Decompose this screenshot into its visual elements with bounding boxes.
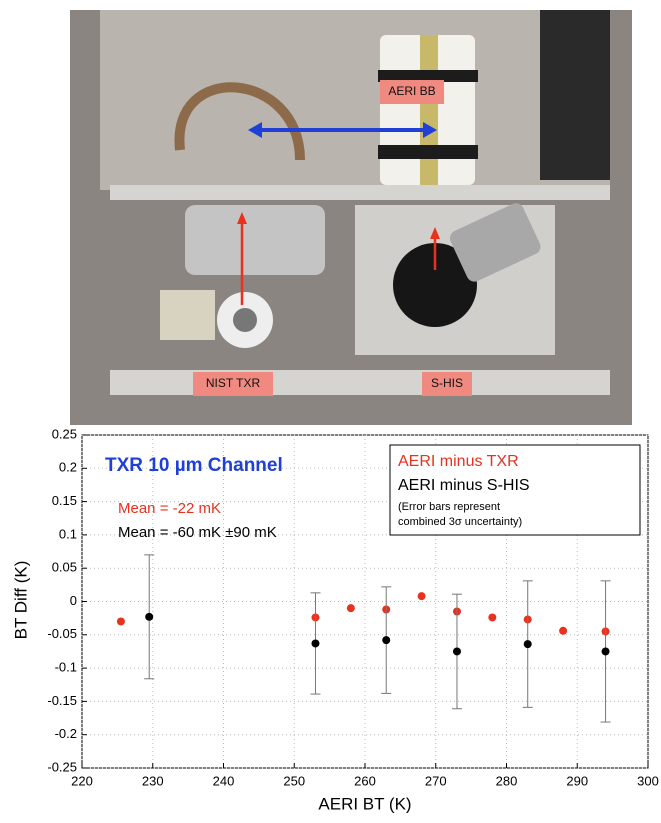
y-tick-label: -0.1	[55, 660, 77, 675]
x-tick-label: 290	[566, 773, 588, 788]
tape	[420, 35, 438, 185]
annotation: Mean = -60 mK ±90 mK	[118, 524, 277, 541]
y-tick-label: 0.05	[52, 560, 77, 575]
label-box	[380, 80, 444, 104]
point	[417, 592, 426, 601]
point	[601, 647, 610, 656]
cables	[540, 10, 610, 180]
x-tick-label: 270	[425, 773, 447, 788]
legend	[389, 444, 641, 536]
frame	[110, 370, 610, 395]
label-box	[422, 372, 472, 396]
arrowhead	[423, 122, 437, 138]
frame	[110, 185, 610, 200]
x-tick-label: 250	[283, 773, 305, 788]
y-tick-label: -0.2	[55, 726, 77, 741]
shis-arm	[449, 203, 541, 282]
txr-housing	[185, 205, 325, 275]
x-tick-label: 280	[496, 773, 518, 788]
annotation: Mean = -22 mK	[118, 500, 221, 517]
y-tick-label: -0.25	[47, 759, 77, 774]
x-tick-label: 260	[354, 773, 376, 788]
y-tick-label: -0.05	[47, 626, 77, 641]
point	[382, 636, 391, 645]
point	[523, 640, 532, 649]
y-axis-label: BT Diff (K)	[11, 561, 30, 640]
point	[452, 647, 461, 656]
x-tick-label: 300	[637, 773, 659, 788]
box	[160, 290, 215, 340]
point	[311, 639, 320, 648]
point	[116, 617, 125, 626]
point	[559, 626, 568, 635]
shis	[393, 243, 477, 327]
x-tick-label: 220	[71, 773, 93, 788]
point	[488, 613, 497, 622]
photo-label: NIST TXR	[206, 376, 261, 390]
y-tick-label: 0.25	[52, 426, 77, 441]
x-axis-label: AERI BT (K)	[318, 794, 411, 813]
arrowhead	[248, 122, 262, 138]
legend-note: combined 3σ uncertainty)	[398, 516, 522, 528]
strap	[378, 70, 478, 82]
x-tick-label: 230	[142, 773, 164, 788]
strap	[378, 145, 478, 159]
y-tick-label: 0.1	[59, 526, 77, 541]
y-tick-label: 0.2	[59, 460, 77, 475]
y-tick-label: 0	[70, 593, 77, 608]
cabinet-back	[100, 10, 610, 190]
point	[346, 604, 355, 613]
legend-label: AERI minus TXR	[398, 453, 519, 470]
y-tick-label: 0.15	[52, 493, 77, 508]
photo-label: S-HIS	[431, 376, 463, 390]
x-tick-label: 240	[213, 773, 235, 788]
arrowhead	[237, 212, 247, 224]
chart-title: TXR 10 µm Channel	[105, 455, 283, 476]
y-tick-label: -0.15	[47, 693, 77, 708]
label-box	[193, 372, 273, 396]
txr-lens	[233, 308, 257, 332]
legend-label: AERI minus S-HIS	[398, 477, 530, 494]
legend-note: (Error bars represent	[398, 501, 500, 513]
photo: AERI BB NIST TXR S-HIS	[70, 10, 632, 425]
arrowhead	[430, 227, 440, 239]
point	[145, 612, 154, 621]
photo-label: AERI BB	[388, 84, 435, 98]
